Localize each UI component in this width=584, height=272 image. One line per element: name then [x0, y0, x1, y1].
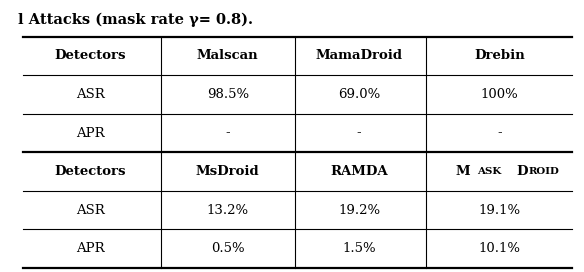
Text: ASR: ASR: [76, 88, 105, 101]
Text: Malscan: Malscan: [197, 50, 259, 63]
Text: APR: APR: [76, 242, 105, 255]
Text: APR: APR: [76, 126, 105, 140]
Text: MamaDroid: MamaDroid: [316, 50, 402, 63]
Text: D: D: [517, 165, 529, 178]
Text: Detectors: Detectors: [55, 165, 126, 178]
Text: 0.5%: 0.5%: [211, 242, 245, 255]
Text: -: -: [225, 126, 230, 140]
Text: ASK: ASK: [477, 167, 502, 176]
Text: 100%: 100%: [481, 88, 518, 101]
Text: l Attacks (mask rate γ= 0.8).: l Attacks (mask rate γ= 0.8).: [18, 12, 252, 27]
Text: -: -: [497, 126, 502, 140]
Text: Detectors: Detectors: [55, 50, 126, 63]
Text: 10.1%: 10.1%: [478, 242, 520, 255]
Text: 19.1%: 19.1%: [478, 204, 520, 217]
Text: RAMDA: RAMDA: [331, 165, 388, 178]
Text: Drebin: Drebin: [474, 50, 524, 63]
Text: 19.2%: 19.2%: [338, 204, 380, 217]
Text: M: M: [456, 165, 470, 178]
Text: 1.5%: 1.5%: [342, 242, 376, 255]
Text: -: -: [357, 126, 361, 140]
Text: 98.5%: 98.5%: [207, 88, 249, 101]
Text: MsDroid: MsDroid: [196, 165, 259, 178]
Text: 69.0%: 69.0%: [338, 88, 380, 101]
Text: ROID: ROID: [529, 167, 559, 176]
Text: 13.2%: 13.2%: [207, 204, 249, 217]
Text: ASR: ASR: [76, 204, 105, 217]
